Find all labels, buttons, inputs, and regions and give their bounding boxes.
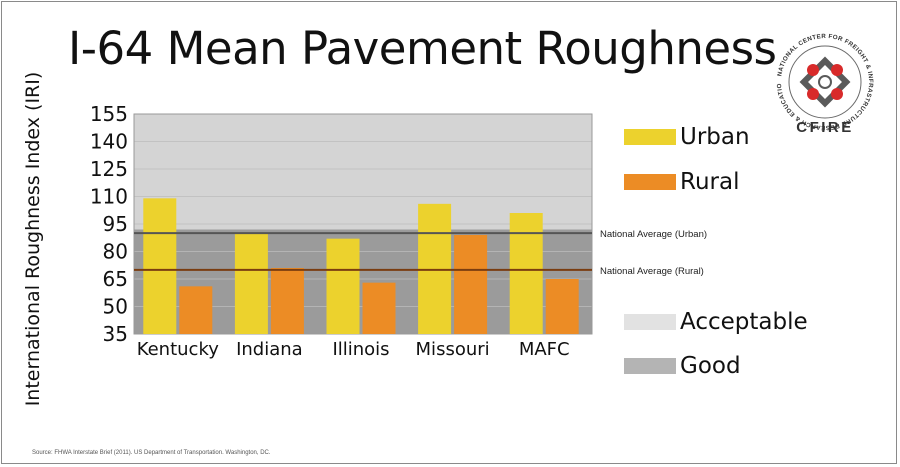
legend-rural-label: Rural [680, 169, 740, 195]
bar-urban-indiana [234, 233, 268, 334]
y-tick-label: 155 [90, 102, 128, 126]
legend-urban-label: Urban [680, 124, 750, 150]
x-tick-label-mafc: MAFC [519, 339, 570, 360]
cfire-logo: NATIONAL CENTER FOR FREIGHT & INFRASTRUC… [770, 20, 874, 136]
x-tick-label-kentucky: Kentucky [137, 339, 220, 360]
legend-acceptable: Acceptable [624, 309, 808, 335]
legend-rural-swatch [624, 174, 676, 190]
bar-rural-kentucky [179, 286, 213, 334]
legend-good-swatch [624, 358, 676, 374]
source-note: Source: FHWA Interstate Brief (2011). US… [32, 450, 271, 456]
bar-urban-kentucky [143, 198, 177, 334]
y-tick-label: 140 [90, 130, 128, 154]
legend-good: Good [624, 353, 741, 379]
legend-good-label: Good [680, 353, 741, 379]
band-acceptable [134, 114, 592, 230]
bar-urban-illinois [326, 238, 360, 334]
chart-title: I-64 Mean Pavement Roughness [68, 22, 777, 75]
bar-rural-illinois [362, 282, 396, 334]
y-tick-labels: 35 50 65 80 95 110 125 140 155 [90, 102, 128, 346]
bar-rural-indiana [270, 268, 304, 334]
y-tick-label: 65 [103, 267, 128, 291]
x-tick-labels: Kentucky Indiana Illinois Missouri MAFC [137, 339, 570, 360]
legend-acceptable-label: Acceptable [680, 309, 808, 335]
bar-rural-missouri [454, 235, 488, 334]
y-tick-label: 80 [103, 240, 128, 264]
bar-urban-mafc [509, 213, 543, 334]
reference-label-urban: National Average (Urban) [600, 229, 707, 240]
reference-lines: National Average (Urban) National Average… [134, 229, 707, 277]
y-tick-label: 110 [90, 185, 128, 209]
legend-urban-swatch [624, 129, 676, 145]
x-tick-label-indiana: Indiana [236, 339, 303, 360]
bar-rural-mafc [545, 279, 579, 334]
y-tick-label: 35 [103, 322, 128, 346]
x-tick-label-missouri: Missouri [416, 339, 490, 360]
legend-rural: Rural [624, 169, 739, 195]
y-tick-label: 125 [90, 157, 128, 181]
x-tick-label-illinois: Illinois [332, 339, 389, 360]
logo-wordmark: CFIRE [796, 119, 854, 136]
y-tick-label: 95 [103, 212, 128, 236]
legend-acceptable-swatch [624, 314, 676, 330]
logo-emblem [799, 56, 851, 108]
y-tick-label: 50 [103, 295, 128, 319]
reference-label-rural: National Average (Rural) [600, 266, 704, 277]
legend-urban: Urban [624, 124, 750, 150]
